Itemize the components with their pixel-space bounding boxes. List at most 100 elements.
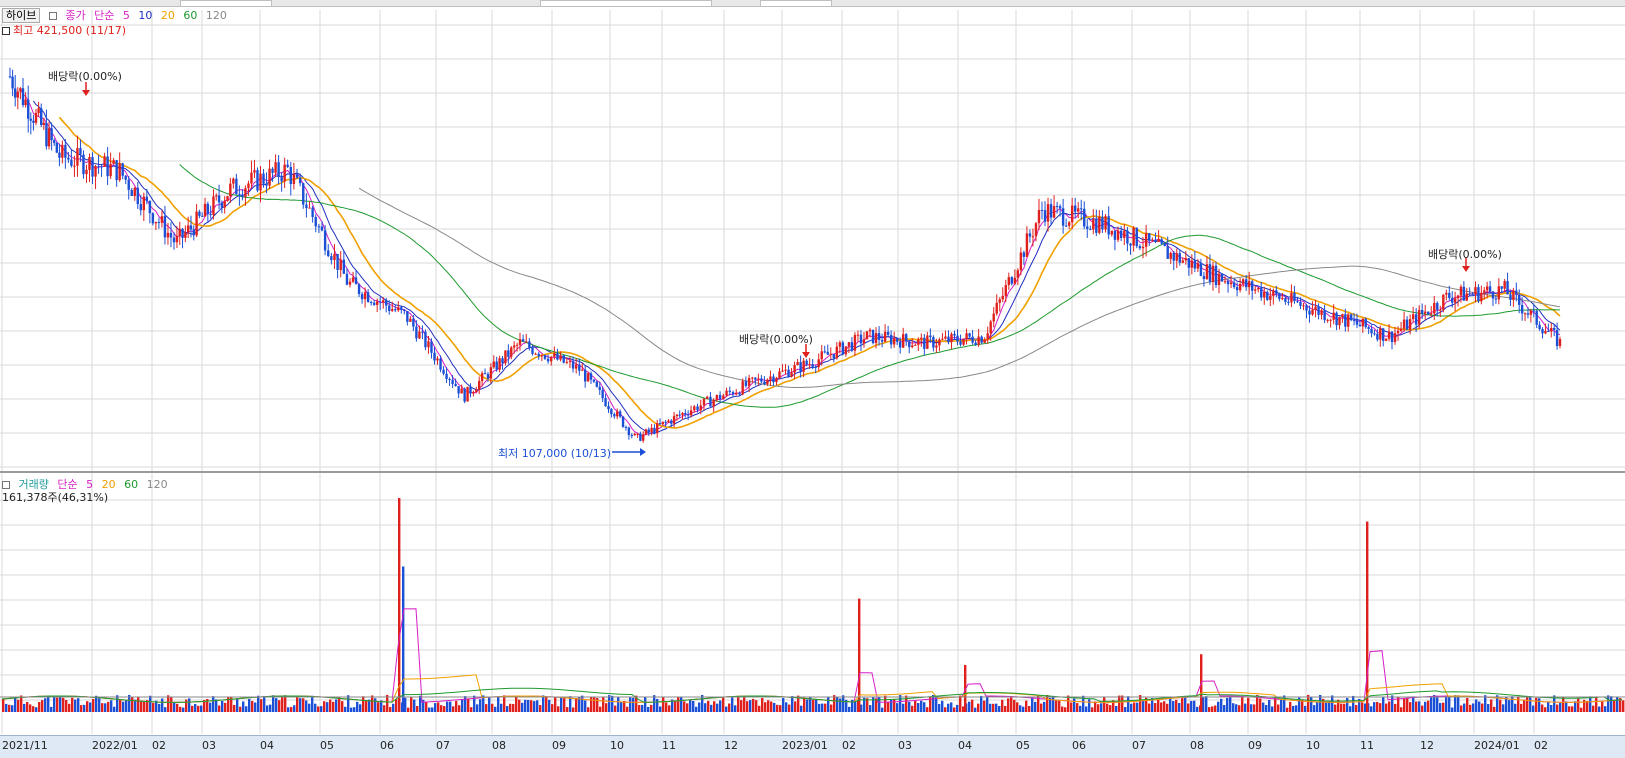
- candle-body: [959, 341, 962, 345]
- legend-toggle-icon[interactable]: [2, 481, 10, 489]
- volume-bar: [1319, 695, 1322, 712]
- volume-bar: [665, 702, 668, 712]
- volume-bar: [764, 702, 767, 712]
- candle-body: [50, 128, 53, 141]
- volume-bar: [1448, 695, 1451, 712]
- volume-bar: [1001, 699, 1004, 712]
- candle-body: [67, 157, 70, 160]
- legend-toggle-icon[interactable]: [48, 12, 57, 20]
- volume-bar: [302, 698, 305, 712]
- candle-body: [706, 396, 709, 399]
- volume-bar: [482, 695, 485, 712]
- volume-bar: [488, 697, 491, 712]
- volume-bar: [1337, 699, 1340, 712]
- volume-bar: [1499, 699, 1502, 712]
- candle-body: [271, 168, 274, 173]
- top-tab[interactable]: [540, 0, 712, 7]
- candle-body: [1046, 204, 1050, 222]
- low-arrow-head: [640, 448, 646, 456]
- volume-bar: [902, 703, 905, 712]
- candle-body: [644, 429, 648, 435]
- candle-body: [1281, 298, 1284, 300]
- candle-body: [613, 414, 616, 417]
- candle-body: [430, 341, 433, 353]
- volume-bar: [506, 706, 509, 712]
- volume-bar: [371, 695, 374, 712]
- candle-body: [1538, 324, 1541, 330]
- candle-body: [1341, 314, 1344, 317]
- volume-bar: [402, 566, 405, 712]
- volume-bar: [1346, 698, 1349, 712]
- grid-icon[interactable]: [2, 27, 10, 35]
- ma-period-10: 10: [138, 9, 153, 22]
- volume-bar: [1100, 703, 1103, 712]
- volume-bar: [1406, 698, 1409, 712]
- volume-bar: [1613, 700, 1616, 712]
- volume-bar: [191, 705, 194, 712]
- volume-bar: [383, 705, 386, 712]
- candle-body: [124, 175, 127, 180]
- volume-bar: [539, 705, 542, 712]
- candle-body: [775, 377, 778, 383]
- volume-bar: [1118, 695, 1121, 712]
- stock-name[interactable]: 하이브: [2, 8, 41, 23]
- volume-bar: [683, 701, 686, 712]
- candle-body: [741, 381, 744, 395]
- candle-body: [1329, 319, 1332, 321]
- candle-body: [709, 396, 712, 407]
- x-axis[interactable]: 2021/11 2022/01 02 03 04 05 06 07 08 09 10 11 12 2023…: [0, 735, 1625, 758]
- candle-body: [151, 213, 155, 224]
- volume-bar: [755, 700, 758, 712]
- volume-bar: [458, 705, 461, 712]
- volume-bar: [1265, 705, 1268, 712]
- candle-body: [715, 395, 719, 400]
- top-tab[interactable]: [760, 0, 832, 7]
- volume-bar: [1286, 707, 1289, 712]
- candle-body: [323, 230, 327, 251]
- candle-body: [1144, 233, 1148, 247]
- volume-bar: [611, 695, 614, 712]
- candle-body: [418, 331, 421, 339]
- volume-bar: [1031, 696, 1034, 712]
- candle-body: [1178, 253, 1181, 263]
- candle-body: [1160, 239, 1163, 244]
- window-top-strip: [0, 0, 1625, 7]
- candle-body: [1089, 228, 1092, 230]
- candle-body: [498, 358, 501, 370]
- candle-body: [256, 170, 259, 191]
- volume-bar: [182, 707, 185, 712]
- candle-body: [1468, 293, 1471, 295]
- candle-body: [627, 427, 631, 436]
- candle-body: [647, 429, 650, 432]
- volume-bar: [1157, 699, 1160, 712]
- candle-body: [11, 76, 14, 89]
- candle-body: [667, 420, 670, 423]
- candle-body: [189, 225, 193, 230]
- candle-body: [744, 381, 748, 386]
- volume-bar: [1016, 702, 1019, 712]
- volume-bar: [518, 699, 521, 712]
- volume-bar: [230, 697, 233, 712]
- volume-bar: [1394, 703, 1397, 712]
- candle-body: [1263, 291, 1266, 298]
- volume-bar: [1481, 703, 1484, 712]
- dividend-arrow-head: [82, 90, 90, 96]
- candle-body: [693, 406, 696, 411]
- volume-bar: [194, 704, 197, 712]
- dividend-label-1: 배당락(0.00%): [48, 70, 122, 83]
- volume-bar: [101, 703, 104, 712]
- top-tab[interactable]: [180, 0, 272, 7]
- volume-bar: [1121, 695, 1124, 712]
- candle-body: [357, 284, 361, 295]
- candle-body: [995, 302, 998, 314]
- candle-body: [106, 156, 109, 177]
- candle-body: [1439, 309, 1442, 311]
- candle-body: [454, 383, 457, 387]
- volume-bar: [188, 698, 191, 712]
- candle-body: [24, 99, 27, 106]
- volume-bar: [1388, 701, 1391, 712]
- volume-bar: [1616, 697, 1619, 712]
- candle-body: [342, 259, 346, 274]
- candle-body: [1001, 295, 1004, 300]
